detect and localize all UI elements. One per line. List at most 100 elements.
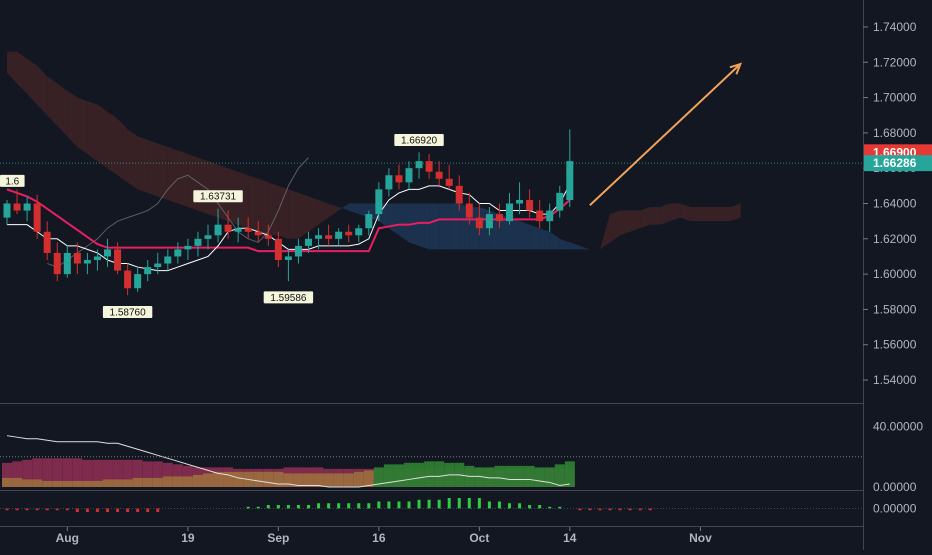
cloud-segment (258, 178, 269, 236)
cloud-segment (449, 203, 460, 250)
dmi-plus-bar (383, 464, 394, 487)
cloud-segment (730, 203, 741, 222)
candle-body (465, 203, 473, 218)
dmi-plus-bar (333, 473, 344, 487)
annotation-label: 1.59586 (270, 293, 307, 304)
cloud-segment (519, 221, 530, 250)
dmi-plus-bar (544, 467, 555, 487)
dmi-plus-bar (253, 471, 264, 487)
osc-bar (457, 498, 461, 509)
dmi-minus-bar (72, 458, 83, 487)
osc-bar (357, 503, 361, 509)
osc-bar (75, 508, 79, 512)
cloud-segment (288, 189, 299, 239)
dmi-plus-bar (132, 477, 143, 487)
price-tick-label: 1.54000 (873, 373, 917, 387)
cloud-segment (208, 161, 219, 218)
candle-body (164, 256, 172, 264)
dmi-plus-bar (172, 476, 183, 487)
cloud-segment (429, 203, 440, 250)
cloud-segment (107, 111, 118, 176)
candle-body (355, 228, 363, 236)
dmi-minus-bar (172, 464, 183, 487)
cloud-segment (398, 203, 409, 243)
cloud-segment (177, 150, 188, 208)
cloud-segment (318, 199, 329, 225)
cloud-segment (157, 143, 168, 200)
dmi-plus-bar (303, 473, 314, 487)
cloud-segment (620, 210, 631, 236)
price-tick-label: 1.60000 (873, 267, 917, 281)
price-tick-label: 1.62000 (873, 232, 917, 246)
annotation-label-box (0, 174, 25, 187)
candle-body (3, 203, 11, 218)
cloud-segment (127, 129, 138, 190)
candle-body (526, 199, 534, 211)
osc-bar (5, 508, 9, 511)
osc-bar (628, 508, 632, 511)
candle-body (325, 235, 333, 239)
price-axis: 1.740001.720001.700001.680001.660001.640… (863, 20, 917, 387)
adx-panel: 40.00000 0.00000 (0, 420, 923, 494)
cloud-segment (710, 207, 721, 222)
osc-bar (397, 501, 401, 509)
candle-body (274, 238, 282, 260)
dmi-plus-bar (233, 471, 244, 487)
osc-bar (387, 501, 391, 509)
candle-body (93, 256, 101, 260)
dmi-plus-bar (434, 461, 445, 487)
osc-bar (106, 508, 109, 512)
cloud-segment (509, 217, 520, 250)
dmi-plus-bar (92, 480, 103, 487)
dmi-plus-bar (424, 461, 435, 487)
osc-bar (407, 501, 411, 509)
cloud-segment (599, 214, 610, 250)
cloud-segment (47, 76, 58, 126)
candle-body (114, 249, 122, 271)
cloud-segment (720, 207, 731, 222)
osc-bar (497, 501, 501, 509)
cloud-segment (690, 207, 701, 222)
cloud-segment (248, 175, 259, 232)
dmi-plus-bar (504, 465, 515, 487)
annotation-label: 1.63731 (200, 192, 237, 203)
dmi-minus-bar (82, 459, 93, 487)
candle-body (495, 214, 503, 222)
price-tag-label: 1.66286 (873, 156, 917, 170)
cloud-segment (17, 51, 28, 95)
cloud-segment (348, 203, 359, 215)
adx-tick-label: 40.00000 (873, 420, 923, 434)
annotation-label-box (394, 133, 444, 146)
candle-body (556, 192, 564, 211)
dmi-plus-bar (514, 465, 525, 487)
candle-body (506, 203, 513, 222)
cloud-segment (57, 83, 68, 137)
candle-body (244, 228, 252, 232)
cloud-segment (419, 203, 430, 250)
dmi-plus-bar (273, 471, 284, 487)
dmi-minus-bar (162, 462, 173, 487)
annotation-label-box (102, 306, 153, 319)
annotation-label: 1.66920 (401, 135, 438, 146)
osc-bar (578, 508, 582, 511)
cloud-segment (77, 97, 88, 155)
candle-body (13, 203, 21, 211)
cloud-segment (67, 90, 78, 148)
osc-bar (136, 508, 140, 512)
osc-bar (558, 506, 562, 509)
candle-body (385, 175, 393, 190)
osc-bar (327, 503, 331, 509)
cloud-segment (328, 203, 339, 218)
cloud-segment (37, 65, 48, 116)
dmi-plus-bar (313, 473, 324, 487)
time-tick-label: 19 (181, 531, 195, 545)
candle-body (475, 217, 483, 229)
arrow-shaft (589, 63, 742, 206)
osc-bar (367, 503, 371, 509)
cloud-segment (539, 228, 550, 250)
osc-bar (427, 499, 431, 509)
candle-body (254, 231, 262, 236)
cloud-segment (167, 147, 178, 204)
